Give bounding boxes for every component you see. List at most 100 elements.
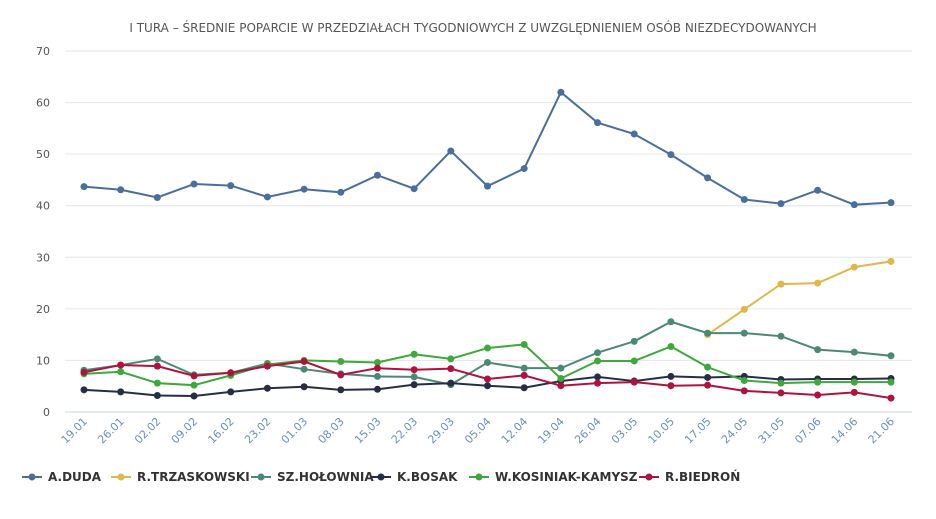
x-tick-label: 31.05 [756,415,787,446]
data-point [117,186,125,194]
data-point [557,374,565,382]
data-point [520,364,528,372]
data-point [594,373,602,381]
data-point [777,379,785,387]
data-point [227,388,235,396]
data-point [887,257,895,265]
data-point [594,349,602,357]
data-point [410,350,418,358]
x-tick-label: 05.04 [462,415,493,446]
data-point [777,280,785,288]
series-w-kosiniak-kamysz [80,340,895,389]
data-point [227,182,235,190]
legend-item: R.TRZASKOWSKI [111,470,250,484]
data-point [80,386,88,394]
x-tick-label: 21.06 [866,415,897,446]
data-point [704,329,712,337]
legend-label: W.KOSINIAK-KAMYSZ [495,470,638,484]
data-point [373,171,381,179]
data-point [190,372,198,380]
data-point [630,378,638,386]
y-tick-label: 40 [36,200,50,213]
data-point [447,365,455,373]
data-point [667,151,675,159]
legend-item: W.KOSINIAK-KAMYSZ [469,470,638,484]
data-point [520,340,528,348]
data-point [410,381,418,389]
data-point [190,392,198,400]
data-point [740,387,748,395]
data-point [887,352,895,360]
x-tick-label: 19.01 [59,415,90,446]
data-point [300,357,308,365]
data-point [300,383,308,391]
x-tick-label: 23.02 [242,415,273,446]
data-point [337,371,345,379]
chart-title: I TURA – ŚREDNIE POPARCIE W PRZEDZIAŁACH… [129,20,816,35]
x-tick-label: 26.04 [572,415,603,446]
data-point [520,165,528,173]
data-point [557,382,565,390]
y-tick-label: 50 [36,148,50,161]
data-point [484,382,491,390]
data-point [704,373,712,381]
data-point [704,381,712,389]
x-tick-label: 12.04 [499,415,530,446]
data-point [667,372,675,380]
data-point [557,88,565,96]
series-r-biedro- [80,357,895,402]
legend-label: K.BOSAK [397,470,458,484]
y-tick-label: 20 [36,303,50,316]
x-tick-label: 08.03 [315,415,346,446]
legend-item: K.BOSAK [371,470,458,484]
data-point [80,368,88,376]
data-point [373,372,381,380]
legend-item: A.DUDA [22,470,102,484]
data-point [117,388,125,396]
legend-label: A.DUDA [48,470,102,484]
legend-label: R.TRZASKOWSKI [137,470,250,484]
data-point [153,355,161,363]
series-r-trzaskowski [704,257,895,339]
x-tick-label: 02.02 [132,415,163,446]
x-tick-label: 16.02 [205,415,236,446]
data-point [594,379,602,387]
legend-marker [257,473,265,481]
data-point [300,185,308,193]
data-point [300,365,308,373]
data-point [850,201,858,209]
data-point [814,279,822,287]
data-point [373,364,381,372]
x-tick-label: 29.03 [425,415,456,446]
data-point [447,379,455,387]
data-point [594,357,602,365]
data-point [594,119,602,127]
legend-marker [28,473,36,481]
legend-item: R.BIEDROŃ [639,469,740,484]
y-tick-label: 60 [36,97,50,110]
data-point [887,394,895,402]
y-tick-label: 10 [36,354,50,367]
data-point [80,183,88,191]
x-tick-label: 14.06 [829,415,860,446]
data-point [190,180,198,188]
data-point [777,200,785,208]
data-point [777,389,785,397]
data-point [263,193,271,201]
data-point [740,305,748,313]
data-point [520,384,528,392]
data-point [887,199,895,207]
data-point [410,366,418,374]
data-point [153,379,161,387]
data-point [153,362,161,370]
data-point [190,381,198,389]
data-point [153,193,161,201]
data-point [373,358,381,366]
data-point [850,263,858,271]
data-point [337,357,345,365]
legend-item: SZ.HOŁOWNIA [251,470,374,484]
data-point [667,318,675,326]
x-tick-label: 03.05 [609,415,640,446]
x-tick-label: 24.05 [719,415,750,446]
